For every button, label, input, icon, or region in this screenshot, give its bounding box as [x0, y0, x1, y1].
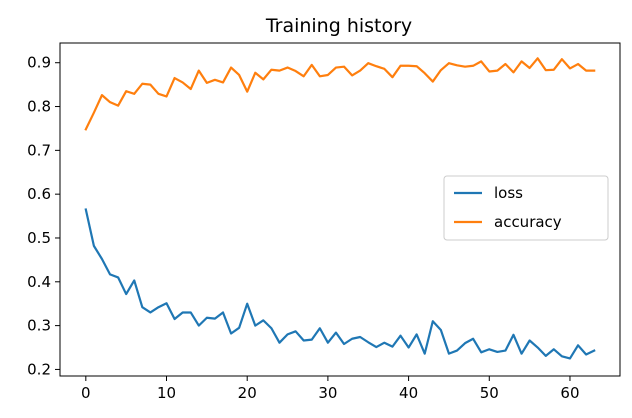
legend-box — [443, 175, 609, 241]
series-line-accuracy — [84, 57, 596, 131]
y-tick-label: 0.8 — [27, 98, 51, 116]
y-tick-label: 0.3 — [27, 317, 51, 335]
legend-label-accuracy: accuracy — [494, 213, 562, 231]
y-tick-label: 0.7 — [27, 141, 51, 159]
x-tick-label: 10 — [157, 384, 176, 402]
x-tick-label: 40 — [399, 384, 418, 402]
y-tick-label: 0.4 — [27, 273, 51, 291]
series-line-loss — [84, 208, 596, 360]
y-tick-label: 0.9 — [27, 54, 51, 72]
chart-title: Training history — [265, 15, 412, 37]
y-tick-label: 0.5 — [27, 229, 51, 247]
x-tick-label: 0 — [81, 384, 91, 402]
x-tick-label: 50 — [480, 384, 499, 402]
x-tick-label: 20 — [238, 384, 257, 402]
y-tick-label: 0.6 — [27, 185, 51, 203]
y-tick-label: 0.2 — [27, 360, 51, 378]
axes-frame — [59, 42, 621, 377]
legend-label-loss: loss — [494, 184, 523, 202]
axes: 0 10 20 30 40 50 60 0.2 0.3 0.4 0.5 0.6 0.7 0.8 0.9 — [27, 42, 621, 402]
plot-area — [84, 57, 596, 360]
x-tick-label: 30 — [318, 384, 337, 402]
legend: loss accuracy — [443, 175, 609, 241]
x-tick-label: 60 — [560, 384, 579, 402]
